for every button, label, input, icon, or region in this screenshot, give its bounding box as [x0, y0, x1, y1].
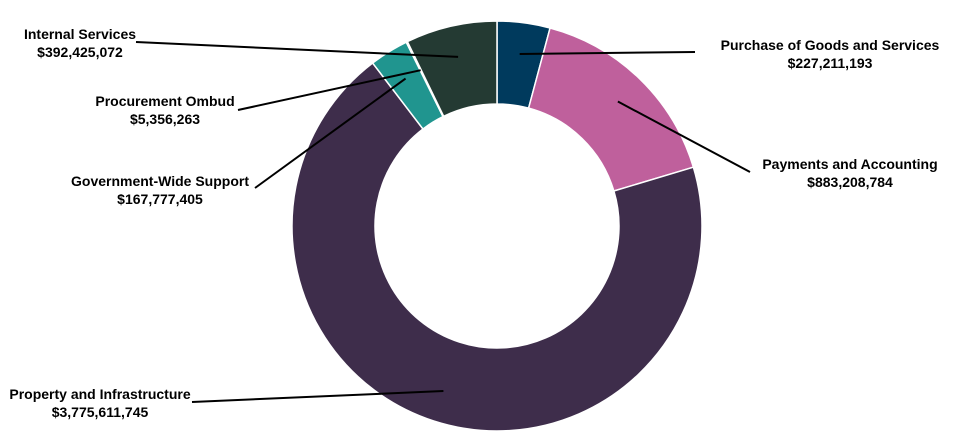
- slice-name: Procurement Ombud: [95, 93, 235, 109]
- slice-value: $883,208,784: [807, 174, 893, 190]
- slice-name: Government-Wide Support: [71, 173, 249, 189]
- slice-name: Internal Services: [23, 26, 137, 42]
- leader-line-purchase-of-goods-and-services: [519, 51, 696, 55]
- slice-property-and-infrastructure: [291, 61, 703, 432]
- leader-line-internal-services: [135, 41, 459, 58]
- label-procurement-ombud: Procurement Ombud $5,356,263: [75, 92, 255, 128]
- label-government-wide-support: Government-Wide Support $167,777,405: [60, 172, 260, 208]
- leader-line-government-wide-support: [254, 77, 407, 189]
- slice-name: Property and Infrastructure: [9, 386, 191, 402]
- slice-value: $227,211,193: [787, 55, 873, 71]
- label-payments-and-accounting: Payments and Accounting $883,208,784: [750, 155, 950, 191]
- leader-line-payments-and-accounting: [617, 100, 751, 173]
- slice-name: Purchase of Goods and Services: [720, 37, 940, 53]
- slice-value: $3,775,611,745: [51, 404, 149, 420]
- label-purchase-of-goods-and-services: Purchase of Goods and Services $227,211,…: [700, 36, 960, 72]
- slice-value: $167,777,405: [117, 191, 203, 207]
- label-property-and-infrastructure: Property and Infrastructure $3,775,611,7…: [0, 385, 200, 421]
- slice-name: Payments and Accounting: [762, 156, 938, 172]
- leader-line-property-and-infrastructure: [191, 390, 444, 403]
- label-internal-services: Internal Services $392,425,072: [0, 25, 160, 61]
- leader-lines: [135, 41, 751, 403]
- slice-value: $392,425,072: [37, 44, 123, 60]
- donut-slices: [291, 20, 703, 432]
- slice-internal-services: [406, 20, 498, 118]
- leader-line-procurement-ombud: [237, 69, 421, 111]
- slice-value: $5,356,263: [129, 111, 201, 127]
